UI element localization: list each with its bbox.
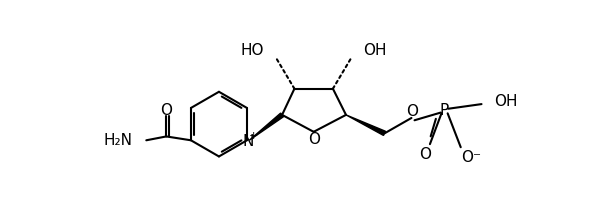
Text: O: O xyxy=(160,103,172,118)
Polygon shape xyxy=(249,113,284,140)
Text: OH: OH xyxy=(494,94,518,108)
Text: OH: OH xyxy=(363,43,386,59)
Polygon shape xyxy=(346,115,385,135)
Text: HO: HO xyxy=(241,43,265,59)
Text: O: O xyxy=(308,132,320,147)
Text: O⁻: O⁻ xyxy=(461,151,481,166)
Text: +: + xyxy=(248,131,258,141)
Text: O: O xyxy=(406,104,418,118)
Text: P: P xyxy=(440,103,449,118)
Text: N: N xyxy=(242,134,253,148)
Text: H₂N: H₂N xyxy=(103,133,133,148)
Text: O: O xyxy=(419,147,431,163)
